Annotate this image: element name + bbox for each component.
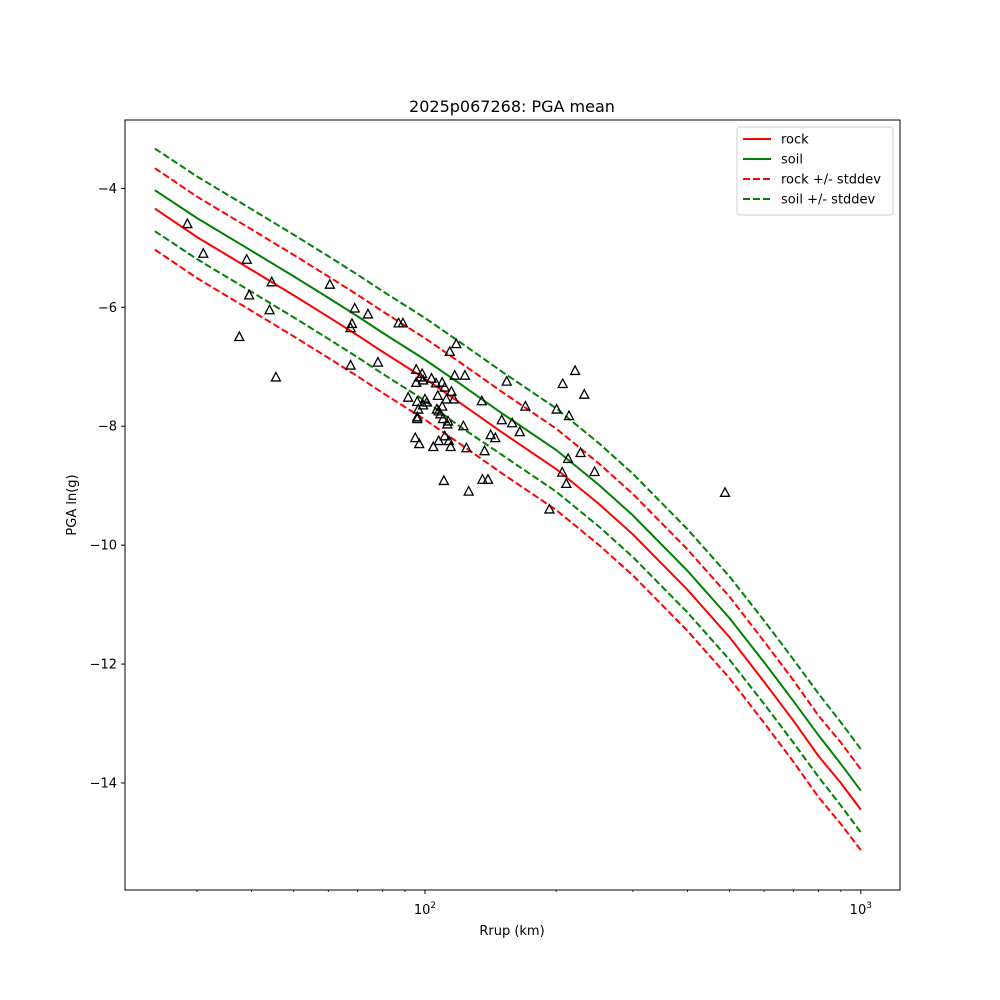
observation-point	[569, 364, 581, 376]
observation-point	[459, 369, 471, 380]
observation-point	[440, 393, 453, 404]
observation-point	[514, 425, 526, 437]
observation-point	[410, 376, 422, 387]
observation-point	[463, 485, 475, 496]
observation-point	[438, 474, 450, 486]
observation-point	[324, 278, 336, 289]
legend: rock soil rock +/- stddev soil +/- stddev	[736, 126, 894, 216]
observation-point	[430, 377, 442, 388]
observation-point	[410, 363, 422, 374]
curve-soil-stddev-4	[154, 147, 862, 750]
observation-point	[397, 316, 409, 328]
observation-point	[411, 410, 423, 422]
chart-title: 2025p067268: PGA mean	[409, 97, 615, 116]
observation-point	[562, 452, 574, 464]
observation-point	[409, 431, 421, 443]
observation-point	[578, 388, 590, 399]
observation-point	[372, 356, 384, 367]
observation-point	[413, 437, 425, 449]
observation-point	[263, 303, 276, 315]
plot-frame	[124, 119, 901, 891]
curve-rock-stddev-3	[154, 248, 862, 851]
legend-label-soil-stddev: soil +/- stddev	[781, 193, 876, 208]
x-tick-label: 102	[414, 901, 436, 918]
curve-soil-1	[154, 189, 862, 792]
observation-point	[425, 372, 438, 383]
observation-point	[485, 428, 497, 440]
y-axis-label: PGA ln(g)	[65, 474, 80, 535]
observation-point	[432, 389, 444, 401]
observation-point	[589, 465, 601, 477]
observation-point	[233, 330, 245, 342]
observation-point	[241, 253, 253, 264]
legend-label-soil: soil	[781, 153, 803, 168]
observation-point	[476, 394, 488, 406]
observation-point	[427, 440, 439, 452]
observation-point	[402, 391, 414, 402]
observation-point	[417, 399, 429, 410]
legend-label-rock-stddev: rock +/- stddev	[781, 173, 881, 188]
observation-point	[266, 275, 278, 287]
observation-point	[457, 419, 469, 431]
observation-point	[346, 317, 358, 329]
observation-point	[436, 400, 448, 411]
observation-point	[460, 441, 473, 453]
observation-point	[270, 371, 282, 382]
x-axis-label: Rrup (km)	[479, 924, 544, 939]
x-axis: 102 103	[196, 890, 872, 918]
observation-point	[417, 374, 429, 385]
observation-point	[489, 431, 501, 443]
observation-markers	[181, 217, 731, 514]
observation-point	[574, 446, 587, 458]
observation-point	[560, 477, 572, 489]
observation-point	[439, 381, 451, 392]
observation-point	[444, 345, 456, 357]
observation-point	[442, 415, 454, 426]
x-tick-label: 103	[850, 901, 872, 918]
observation-point	[362, 308, 374, 319]
y-axis: −4 −6 −8 −10 −12 −14	[90, 182, 125, 791]
observation-point	[349, 302, 361, 313]
observation-point	[197, 247, 209, 258]
y-tick-label: −6	[98, 301, 117, 316]
y-tick-label: −14	[90, 776, 117, 791]
observation-point	[543, 503, 556, 514]
observation-point	[181, 217, 193, 229]
observation-point	[445, 385, 458, 396]
curve-rock-0	[154, 207, 862, 811]
observation-point	[478, 444, 491, 456]
observation-point	[556, 466, 568, 477]
observation-point	[506, 416, 518, 428]
y-tick-label: −4	[98, 182, 117, 197]
observation-point	[411, 412, 423, 424]
legend-label-rock: rock	[781, 133, 809, 148]
observation-point	[501, 375, 513, 386]
observation-point	[551, 403, 563, 414]
observation-point	[519, 400, 531, 411]
observation-point	[496, 413, 508, 425]
observation-point	[243, 289, 255, 300]
observation-point	[439, 429, 451, 441]
observation-point	[448, 393, 460, 404]
y-tick-label: −12	[90, 658, 117, 673]
observation-point	[482, 473, 494, 484]
observation-point	[557, 377, 569, 389]
observation-point	[431, 403, 443, 414]
observation-point	[719, 486, 731, 497]
observation-point	[437, 412, 449, 424]
observation-point	[476, 473, 489, 484]
y-tick-label: −10	[90, 539, 117, 554]
observation-point	[449, 369, 461, 380]
observation-point	[421, 396, 433, 407]
legend-box	[736, 126, 894, 216]
observation-point	[445, 440, 457, 452]
y-tick-label: −8	[98, 420, 117, 435]
observation-point	[450, 337, 462, 349]
observation-point	[344, 359, 357, 370]
observation-point	[563, 409, 575, 421]
curve-soil-stddev-5	[154, 230, 862, 833]
